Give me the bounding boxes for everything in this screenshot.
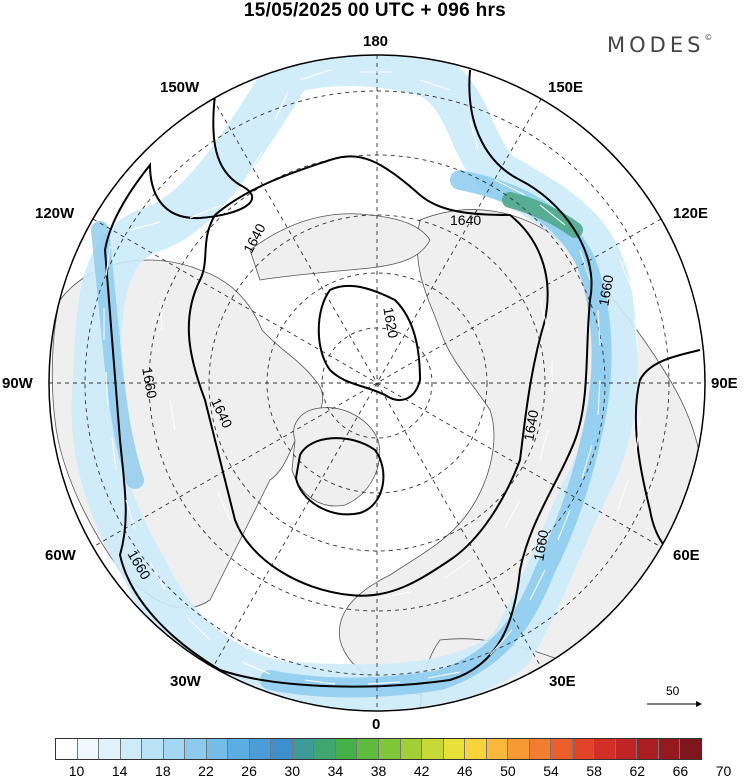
colorbar-swatch	[120, 739, 143, 759]
colorbar-swatch	[142, 739, 164, 759]
colorbar-swatch	[443, 739, 466, 759]
brand-mark: ©	[704, 33, 713, 42]
colorbar-swatch	[163, 739, 186, 759]
lon-label-120e: 120E	[673, 205, 709, 222]
contour-1660	[103, 69, 593, 688]
jet-maximum-green	[502, 192, 583, 238]
colorbar-swatch	[637, 739, 659, 759]
contour-1640	[187, 155, 549, 597]
land-greenland	[291, 407, 381, 507]
colorbar-tick-label: 22	[198, 763, 214, 779]
colorbar-tick-label: 10	[68, 763, 85, 779]
colorbar-tick-label: 66	[672, 763, 689, 779]
colorbar-swatch	[185, 739, 207, 759]
lon-label-0: 0	[372, 716, 381, 733]
brand-name: MODES	[607, 33, 705, 57]
wind-vectors	[103, 69, 641, 685]
latitude-circle-40	[84, 90, 670, 676]
colorbar-swatch	[335, 739, 358, 759]
colorbar-swatch	[314, 739, 336, 759]
colorbar-swatch	[206, 739, 229, 759]
reference-vector: 50	[645, 684, 705, 714]
colorbar-swatch	[529, 739, 552, 759]
lon-label-150e: 150E	[548, 79, 584, 96]
colorbar-swatch	[228, 739, 250, 759]
lon-label-90w: 90W	[2, 375, 33, 392]
lon-label-60w: 60W	[45, 547, 76, 564]
colorbar-tick-label: 70	[715, 763, 732, 779]
colorbar-swatch	[465, 739, 487, 759]
colorbar-tick-label: 62	[629, 763, 646, 779]
colorbar-tick-label: 46	[456, 763, 473, 779]
colorbar-tick-label: 34	[327, 763, 344, 779]
colorbar-swatch	[400, 739, 423, 759]
colorbar-swatch	[271, 739, 293, 759]
meridian-150-330	[212, 98, 542, 668]
colorbar-swatch	[292, 739, 315, 759]
colorbar-swatch	[422, 739, 444, 759]
contour-label-1660-lower-right: 1660	[530, 528, 551, 562]
contour-label-1620: 1620	[380, 306, 401, 340]
colorbar-swatch	[594, 739, 616, 759]
colorbar-swatch	[508, 739, 530, 759]
lon-label-30e: 30E	[549, 673, 576, 690]
colorbar-swatch	[572, 739, 595, 759]
lon-label-90e: 90E	[711, 375, 738, 392]
colorbar-tick-label: 58	[586, 763, 602, 779]
colorbar-tick-label: 54	[543, 763, 559, 779]
colorbar-swatch	[551, 739, 573, 759]
colorbar-swatch	[99, 739, 121, 759]
reference-vector-value: 50	[666, 684, 680, 698]
colorbar-tick-label: 42	[413, 763, 430, 779]
colorbar-swatch	[249, 739, 272, 759]
colorbar-tick-label: 14	[111, 763, 128, 779]
colorbar-swatch	[357, 739, 379, 759]
colorbar-swatch	[56, 739, 78, 759]
contour-label-1660-left: 1660	[139, 366, 160, 400]
contour-label-1640-upper: 1640	[450, 212, 481, 228]
colorbar-labels: 10 14 18 22 26 30 34 38 42 46 50 54 58 62 66 70	[55, 763, 732, 781]
colorbar-tick-label: 18	[155, 763, 171, 779]
meridian-120-300	[92, 218, 662, 548]
contour-1620-greenland	[294, 437, 385, 516]
land-alaska-siberia	[249, 213, 431, 281]
meridian-60-240	[92, 218, 662, 548]
lon-label-30w: 30W	[170, 673, 201, 690]
height-contours	[103, 69, 701, 688]
lon-label-150w: 150W	[160, 79, 200, 96]
colorbar-tick-label: 38	[370, 763, 387, 779]
colorbar-swatch	[378, 739, 401, 759]
lon-label-180: 180	[363, 33, 389, 50]
lon-label-120w: 120W	[35, 205, 75, 222]
colorbar	[55, 738, 702, 760]
graticule	[49, 55, 705, 711]
colorbar-swatch	[486, 739, 509, 759]
contour-label-1660-right: 1660	[595, 273, 616, 307]
colorbar-tick-label: 26	[241, 763, 257, 779]
colorbar-swatch	[77, 739, 100, 759]
colorbar-tick-label: 50	[500, 763, 516, 779]
colorbar-tick-label: 30	[284, 763, 301, 779]
map-boundary	[48, 54, 706, 712]
contour-label-1640-right: 1640	[520, 408, 541, 442]
colorbar-swatch	[615, 739, 638, 759]
contour-1620-polar	[317, 284, 422, 401]
colorbar-swatch	[658, 739, 681, 759]
lon-label-60e: 60E	[673, 547, 700, 564]
meridian-30-210	[212, 98, 542, 668]
modes-logo: MODES©	[607, 33, 712, 57]
map-title: 15/05/2025 00 UTC + 096 hrs	[243, 0, 507, 21]
colorbar-swatch	[680, 739, 701, 759]
